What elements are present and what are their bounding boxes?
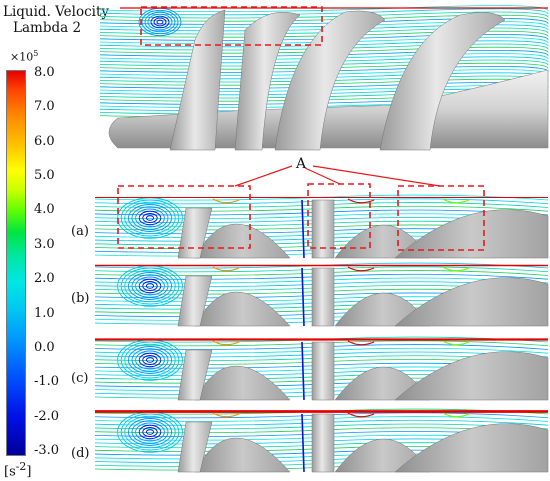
panel-a	[94, 194, 549, 262]
overview-highlight-box	[140, 6, 323, 46]
panel-label-c: (c)	[71, 371, 89, 386]
comparison-panels	[94, 194, 549, 476]
highlight-box-right	[397, 185, 485, 251]
colorbar-tick-label: 3.0	[34, 236, 55, 252]
overview-blade-1	[169, 9, 226, 151]
region-marker-a: A	[296, 156, 307, 172]
panel-label-a: (a)	[71, 224, 89, 239]
overview-blade-2	[234, 11, 301, 151]
marker-a-leaders	[234, 165, 441, 187]
colorbar-exponent: ×105	[10, 49, 39, 64]
colorbar-tick-label: 4.0	[34, 202, 55, 218]
legend-title: Liquid. Velocity Lambda 2	[3, 4, 109, 36]
colorbar-unit: [s-2]	[4, 460, 32, 480]
overview-view	[99, 5, 549, 151]
panel-c	[94, 336, 549, 404]
colorbar-tick-label: 1.0	[34, 305, 55, 321]
panel-b	[94, 262, 549, 330]
overview-blade-3	[274, 10, 386, 151]
colorbar-tick-label: 0.0	[34, 339, 55, 355]
panel-a-highlight-boxes	[117, 183, 485, 251]
colorbar-tick-label: -1.0	[34, 374, 60, 390]
legend-title-line1: Liquid. Velocity	[3, 4, 110, 20]
panel-label-d: (d)	[71, 446, 90, 461]
colorbar	[6, 70, 26, 456]
colorbar-tick-label: 5.0	[34, 168, 55, 184]
overview-blade-4	[379, 12, 506, 151]
panel-label-b: (b)	[71, 291, 90, 306]
colorbar-tick-label: 8.0	[34, 65, 55, 80]
highlight-box-left	[117, 185, 251, 249]
colorbar-tick-label: -3.0	[34, 443, 60, 458]
colorbar-tick-label: -2.0	[34, 408, 60, 424]
panel-d	[94, 408, 549, 476]
legend-title-line2: Lambda 2	[13, 20, 82, 36]
colorbar-tick-label: 2.0	[34, 271, 55, 287]
highlight-box-middle	[307, 183, 371, 249]
colorbar-tick-label: 6.0	[34, 133, 55, 149]
colorbar-tick-label: 7.0	[34, 99, 55, 115]
